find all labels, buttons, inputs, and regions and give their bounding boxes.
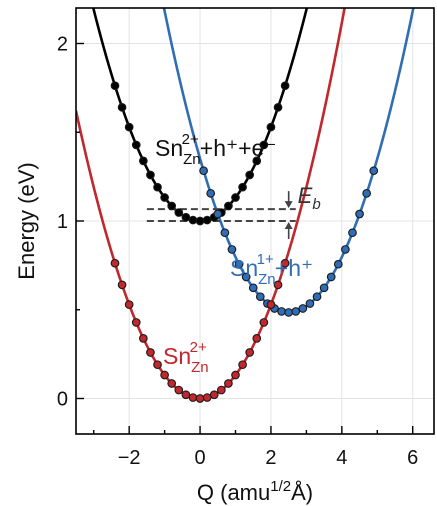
y-tick-label: 2: [57, 34, 68, 56]
data-point-blue: [319, 283, 329, 293]
data-point-black: [231, 193, 240, 202]
x-tick-label: 0: [194, 447, 205, 469]
data-point-red: [231, 370, 240, 380]
data-point-black: [266, 122, 276, 132]
data-point-black: [259, 140, 269, 150]
data-point-black: [245, 170, 255, 180]
data-point-red: [202, 393, 212, 402]
data-point-red: [259, 318, 269, 327]
data-point-black: [202, 215, 212, 225]
y-axis-title: Energy (eV): [14, 162, 39, 279]
data-point-blue: [234, 259, 244, 269]
x-tick-label: −2: [118, 447, 141, 469]
data-point-blue: [298, 304, 308, 313]
eb-arrow-down-head: [284, 201, 293, 209]
data-point-black: [153, 182, 162, 192]
data-point-red: [224, 379, 233, 388]
data-point-black: [280, 81, 290, 91]
data-point-red: [174, 385, 184, 395]
data-point-red: [266, 300, 276, 309]
data-point-blue: [355, 209, 364, 219]
data-point-black: [238, 182, 247, 192]
data-point-black: [160, 193, 169, 202]
data-point-blue: [206, 188, 216, 198]
axis-ticks: −2 0 2 4 6 0 1 2: [57, 34, 418, 470]
data-point-blue: [227, 245, 237, 254]
curve-label-red: SnZn2+: [163, 339, 209, 376]
eb-label: Eb: [298, 183, 321, 213]
eb-arrow-up-head: [284, 222, 293, 229]
data-point-blue: [220, 228, 230, 238]
data-point-blue: [277, 307, 286, 316]
data-point-black: [224, 201, 233, 211]
data-point-red: [138, 334, 148, 343]
data-point-red: [160, 370, 169, 380]
data-point-red: [153, 360, 162, 370]
data-point-red: [188, 393, 198, 402]
data-point-black: [131, 140, 141, 150]
data-point-blue: [213, 209, 223, 219]
data-point-black: [110, 81, 120, 91]
y-tick-label: 1: [57, 211, 68, 233]
data-point-black: [181, 212, 191, 222]
data-point-group: [110, 81, 379, 403]
data-point-red: [238, 360, 247, 370]
data-point-red: [273, 280, 283, 290]
data-point-blue: [199, 166, 208, 176]
data-point-blue: [255, 292, 265, 302]
data-point-red: [167, 379, 177, 388]
x-tick-label: 4: [336, 447, 347, 469]
data-point-red: [117, 280, 127, 290]
data-point-black: [252, 156, 262, 166]
data-point-black: [195, 216, 205, 226]
data-point-blue: [362, 188, 372, 198]
data-point-blue: [291, 307, 301, 316]
data-point-red: [110, 258, 120, 268]
data-point-blue: [241, 272, 251, 282]
data-point-black: [138, 156, 148, 166]
data-point-red: [146, 348, 155, 357]
curve-labels: SnZn2++h⁺+e⁻ SnZn1++h⁺ SnZn2+: [155, 131, 313, 376]
data-point-blue: [341, 245, 350, 254]
data-point-blue: [248, 283, 258, 293]
data-point-blue: [284, 308, 294, 317]
data-point-red: [124, 300, 134, 309]
data-point-red: [195, 394, 205, 403]
data-point-red: [245, 348, 255, 357]
y-tick-label: 0: [57, 389, 68, 411]
data-point-black: [146, 170, 155, 180]
x-tick-label: 2: [265, 447, 276, 469]
data-point-blue: [326, 272, 336, 282]
data-point-red: [280, 258, 290, 268]
data-point-red: [181, 390, 191, 400]
grid-lines: [76, 8, 434, 434]
data-point-black: [117, 102, 127, 112]
data-point-red: [131, 318, 141, 327]
x-axis-title: Q (amu1/2Å): [197, 478, 313, 505]
data-point-blue: [333, 259, 343, 269]
curve-label-black: SnZn2++h⁺+e⁻: [155, 131, 277, 168]
data-point-red: [209, 390, 219, 400]
data-point-blue: [312, 292, 322, 302]
data-point-black: [188, 215, 198, 225]
data-point-black: [124, 122, 134, 132]
curve-label-blue: SnZn1++h⁺: [230, 251, 313, 288]
data-point-red: [252, 334, 262, 343]
curve-black: [91, 8, 309, 223]
data-point-blue: [369, 166, 379, 176]
data-point-black: [174, 208, 184, 217]
data-point-blue: [305, 299, 315, 308]
x-tick-label: 6: [407, 447, 418, 469]
data-point-black: [273, 102, 283, 112]
data-point-blue: [348, 228, 357, 238]
data-point-red: [216, 385, 226, 395]
data-point-black: [167, 201, 177, 211]
